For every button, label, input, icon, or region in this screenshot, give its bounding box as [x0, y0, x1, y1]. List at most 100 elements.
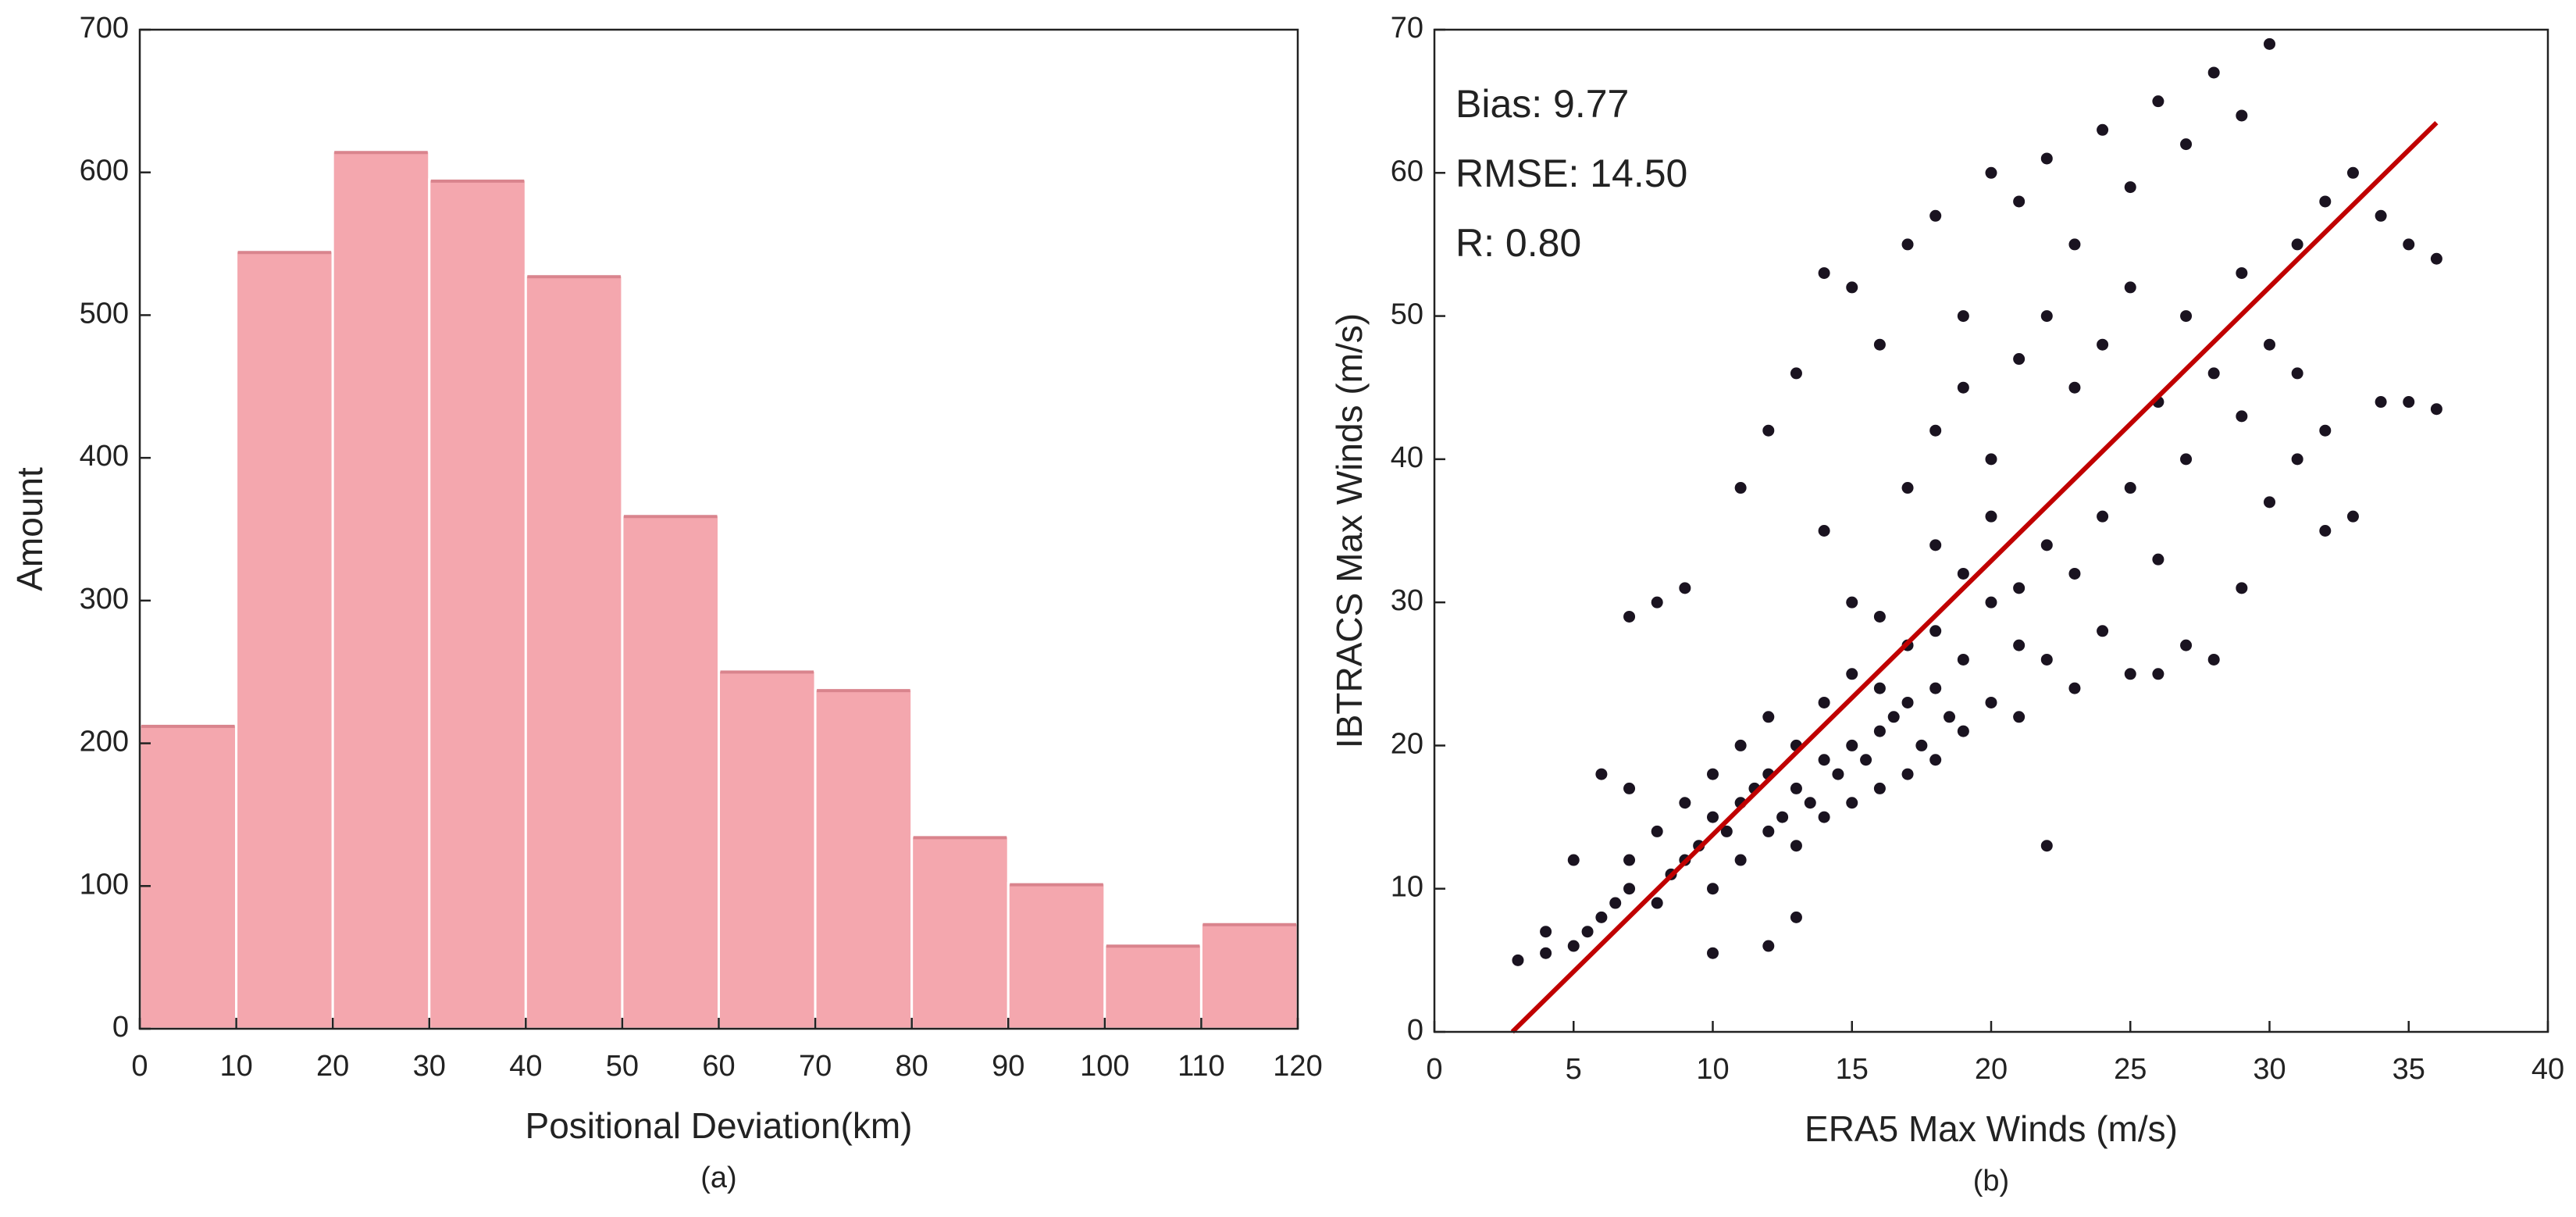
- point: [2346, 166, 2359, 179]
- point: [1623, 610, 1636, 623]
- y-tick-label: 200: [80, 726, 129, 758]
- bar: [1199, 922, 1299, 1030]
- point: [1707, 947, 1719, 959]
- y-axis-label: IBTRACS Max Winds (m/s): [1329, 313, 1370, 748]
- x-tick-label: 60: [702, 1050, 735, 1083]
- x-tick-label: 0: [131, 1050, 148, 1083]
- point: [1790, 782, 1802, 794]
- point: [1846, 739, 1858, 751]
- point: [2180, 138, 2193, 151]
- x-axis-label: ERA5 Max Winds (m/s): [1805, 1108, 2178, 1149]
- point: [2291, 238, 2303, 251]
- point: [2319, 424, 2332, 437]
- point: [1707, 768, 1719, 780]
- point: [1957, 381, 1969, 394]
- point: [1595, 768, 1608, 780]
- point: [1901, 768, 1914, 780]
- point: [2180, 310, 2193, 323]
- caption: (a): [700, 1162, 736, 1194]
- point: [1846, 797, 1858, 809]
- point: [1846, 281, 1858, 294]
- bar: [428, 178, 527, 1030]
- point: [1873, 682, 1886, 694]
- point: [2207, 367, 2220, 380]
- x-tick-label: 25: [2114, 1053, 2147, 1086]
- point: [2375, 209, 2387, 222]
- point: [1707, 811, 1719, 823]
- point: [1567, 940, 1580, 952]
- point: [1581, 926, 1594, 938]
- point: [2236, 109, 2248, 122]
- point: [1873, 782, 1886, 794]
- point: [2013, 711, 2026, 723]
- point: [2097, 338, 2109, 351]
- y-tick-label: 500: [80, 297, 129, 330]
- point: [1846, 668, 1858, 680]
- point: [1734, 482, 1747, 494]
- point: [2013, 353, 2026, 366]
- point: [1985, 453, 1997, 466]
- point: [2124, 482, 2136, 494]
- x-tick-label: 0: [1426, 1053, 1442, 1086]
- point: [2040, 310, 2053, 323]
- point: [1790, 840, 1802, 852]
- fit-line: [1510, 120, 2439, 1034]
- bar: [524, 273, 624, 1030]
- y-tick-label: 700: [80, 12, 129, 45]
- x-tick-label: 40: [509, 1050, 542, 1083]
- point: [2319, 195, 2332, 208]
- point: [1679, 797, 1691, 809]
- point: [2264, 496, 2275, 509]
- x-tick-label: 40: [2531, 1053, 2564, 1086]
- point: [1595, 911, 1608, 923]
- y-tick-label: 10: [1391, 871, 1423, 904]
- point: [2040, 653, 2053, 666]
- point: [1957, 653, 1969, 666]
- y-tick-label: 400: [80, 440, 129, 473]
- point: [1818, 267, 1830, 280]
- point: [1623, 883, 1636, 895]
- caption: (b): [1973, 1165, 2009, 1197]
- point: [1707, 883, 1719, 895]
- point: [2236, 582, 2248, 594]
- point: [2040, 539, 2053, 551]
- x-tick-label: 20: [1975, 1053, 2008, 1086]
- point: [2068, 567, 2081, 580]
- point: [1957, 725, 1969, 737]
- point: [1679, 582, 1691, 594]
- bar: [718, 669, 817, 1030]
- point: [1929, 424, 1942, 437]
- y-tick-label: 40: [1391, 441, 1423, 474]
- point: [1762, 711, 1775, 723]
- point: [2403, 396, 2415, 409]
- point: [2152, 553, 2164, 566]
- y-tick-label: 20: [1391, 727, 1423, 760]
- x-tick-label: 10: [219, 1050, 252, 1083]
- point: [2180, 453, 2193, 466]
- point: [2152, 95, 2164, 108]
- point: [1860, 754, 1872, 766]
- point: [2068, 238, 2081, 251]
- point: [1734, 854, 1747, 866]
- point: [1651, 897, 1663, 909]
- point: [2264, 37, 2275, 50]
- point: [1790, 367, 1802, 380]
- x-tick-label: 30: [2253, 1053, 2286, 1086]
- point: [1873, 610, 1886, 623]
- y-tick-label: 30: [1391, 584, 1423, 617]
- point: [2430, 403, 2442, 416]
- point: [1887, 711, 1900, 723]
- bar: [1103, 943, 1202, 1030]
- point: [1540, 947, 1552, 959]
- point: [1901, 696, 1914, 708]
- point: [1944, 711, 1956, 723]
- bar: [910, 834, 1010, 1030]
- point: [1762, 825, 1775, 837]
- point: [2124, 668, 2136, 680]
- bar: [621, 513, 721, 1030]
- point: [1873, 725, 1886, 737]
- x-tick-label: 50: [606, 1050, 639, 1083]
- point: [1776, 811, 1789, 823]
- point: [1720, 825, 1733, 837]
- y-tick-label: 50: [1391, 298, 1423, 331]
